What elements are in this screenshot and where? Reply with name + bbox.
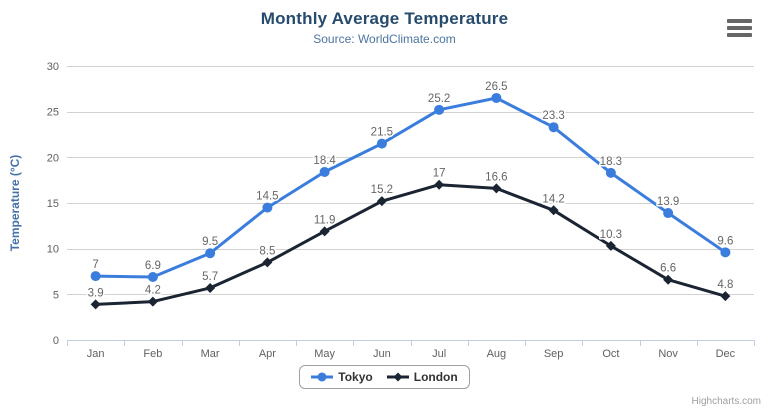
point-tokyo-may[interactable] <box>319 166 330 177</box>
data-label-tokyo-oct: 18.3 <box>600 156 622 168</box>
point-tokyo-oct[interactable] <box>605 167 616 178</box>
point-london-jan[interactable] <box>90 299 101 310</box>
point-london-feb[interactable] <box>147 296 158 307</box>
point-tokyo-apr[interactable] <box>262 202 273 213</box>
point-tokyo-mar[interactable] <box>205 248 216 259</box>
legend-symbol-london-diamond-icon <box>386 372 409 382</box>
y-axis-label: 5 <box>53 289 59 301</box>
legend-box: Tokyo London <box>299 365 470 389</box>
x-axis-label: Dec <box>716 348 736 360</box>
point-tokyo-feb[interactable] <box>147 271 158 282</box>
point-tokyo-jul[interactable] <box>434 104 445 115</box>
legend-label-tokyo: Tokyo <box>338 370 373 384</box>
data-label-london-jan: 3.9 <box>88 287 104 299</box>
data-label-london-jul: 17 <box>433 168 446 180</box>
point-tokyo-sep[interactable] <box>548 122 559 133</box>
point-london-mar[interactable] <box>205 282 216 293</box>
series-layer: 7 6.9 9.5 14.5 18.4 21.5 25.2 26.5 23.3 18.3 13.9 9… <box>86 79 735 310</box>
y-axis-label: 10 <box>47 244 59 256</box>
hamburger-bar-icon <box>727 33 752 37</box>
point-london-oct[interactable] <box>605 240 616 251</box>
y-axis-label: 0 <box>53 335 59 347</box>
data-label-london-apr: 8.5 <box>259 245 275 257</box>
data-label-tokyo-mar: 9.5 <box>202 236 218 248</box>
x-axis-label: Jan <box>87 348 105 360</box>
axis-label-layer: 0 5 10 15 20 25 30 Jan Feb Mar Apr May Jun Jul Aug Sep O… <box>47 61 736 360</box>
x-axis-label: Feb <box>143 348 162 360</box>
data-label-tokyo-jul: 25.2 <box>428 93 450 105</box>
y-axis-label: 15 <box>47 198 59 210</box>
legend-item-london[interactable]: London <box>386 370 458 384</box>
point-london-apr[interactable] <box>262 257 273 268</box>
legend-item-tokyo[interactable]: Tokyo <box>311 370 373 384</box>
point-tokyo-jan[interactable] <box>90 271 101 282</box>
data-label-london-dec: 4.8 <box>717 279 733 291</box>
data-label-london-sep: 14.2 <box>542 193 564 205</box>
y-axis-label: 30 <box>47 61 59 73</box>
chart-title: Monthly Average Temperature <box>260 9 509 28</box>
data-label-london-oct: 10.3 <box>600 229 622 241</box>
series-line-london[interactable] <box>94 183 727 306</box>
data-label-tokyo-nov: 13.9 <box>657 196 679 208</box>
data-label-london-aug: 16.6 <box>485 171 507 183</box>
point-london-jun[interactable] <box>376 196 387 207</box>
data-label-london-may: 11.9 <box>314 214 336 226</box>
x-axis-label: Sep <box>544 348 564 360</box>
data-label-tokyo-aug: 26.5 <box>485 81 507 93</box>
series-line-tokyo[interactable] <box>94 96 727 279</box>
data-label-tokyo-jun: 21.5 <box>371 127 393 139</box>
point-london-nov[interactable] <box>663 274 674 285</box>
x-axis-label: Aug <box>487 348 507 360</box>
point-tokyo-jun[interactable] <box>376 138 387 149</box>
x-axis-label: Nov <box>658 348 678 360</box>
x-axis-label: Jul <box>432 348 446 360</box>
credits-link[interactable]: Highcharts.com <box>691 396 761 407</box>
export-menu-button[interactable] <box>727 19 752 37</box>
point-london-jul[interactable] <box>434 179 445 190</box>
y-axis-label: 25 <box>47 107 59 119</box>
data-label-london-jun: 15.2 <box>371 184 393 196</box>
x-axis-label: Jun <box>373 348 391 360</box>
data-label-tokyo-may: 18.4 <box>313 155 336 167</box>
axis-layer <box>67 340 755 346</box>
x-axis-label: Oct <box>602 348 619 360</box>
data-label-tokyo-jan: 7 <box>92 259 98 271</box>
point-tokyo-dec[interactable] <box>720 247 731 258</box>
data-label-london-feb: 4.2 <box>145 285 161 297</box>
point-london-may[interactable] <box>319 226 330 237</box>
data-label-london-mar: 5.7 <box>202 271 218 283</box>
legend: Tokyo London <box>0 365 769 389</box>
data-label-tokyo-apr: 14.5 <box>256 191 278 203</box>
point-london-sep[interactable] <box>548 205 559 216</box>
y-axis-title: Temperature (°C) <box>8 155 22 252</box>
chart-subtitle: Source: WorldClimate.com <box>313 32 456 46</box>
hamburger-bar-icon <box>727 19 752 23</box>
data-label-tokyo-feb: 6.9 <box>145 260 161 272</box>
legend-label-london: London <box>413 370 458 384</box>
data-label-tokyo-sep: 23.3 <box>542 110 564 122</box>
y-axis-label: 20 <box>47 152 59 164</box>
x-axis-label: May <box>314 348 335 360</box>
x-axis-label: Mar <box>201 348 220 360</box>
grid-layer <box>67 66 754 295</box>
point-tokyo-aug[interactable] <box>491 92 502 103</box>
data-label-london-nov: 6.6 <box>660 263 676 275</box>
hamburger-bar-icon <box>727 26 752 30</box>
point-tokyo-nov[interactable] <box>663 208 674 219</box>
legend-symbol-tokyo-circle-icon <box>311 372 334 382</box>
data-label-tokyo-dec: 9.6 <box>717 235 733 247</box>
point-london-aug[interactable] <box>491 183 502 194</box>
point-london-dec[interactable] <box>720 291 731 302</box>
x-axis-label: Apr <box>259 348 276 360</box>
